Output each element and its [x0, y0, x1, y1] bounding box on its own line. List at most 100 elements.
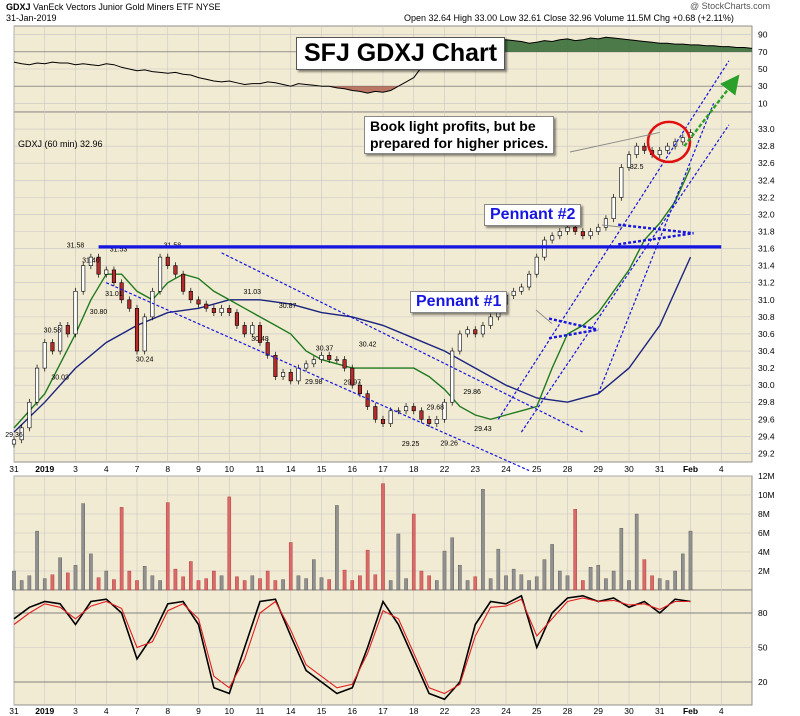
- candle-body: [573, 226, 578, 232]
- candle-body: [603, 218, 608, 228]
- candle-body: [234, 312, 239, 326]
- price-label: 29.68: [427, 404, 445, 411]
- exchange: NYSE: [195, 2, 221, 12]
- price-label: 32.5: [630, 164, 644, 171]
- candle-body: [188, 290, 193, 301]
- volume-bar: [127, 570, 132, 591]
- candle-body: [419, 410, 424, 420]
- x-tick-label-bottom: 28: [563, 706, 573, 716]
- volume-bar: [227, 496, 232, 591]
- volume-bar: [688, 530, 693, 591]
- x-tick-label-price: 16: [348, 464, 358, 474]
- volume-bar: [496, 548, 501, 591]
- volume-bar: [481, 489, 485, 591]
- note-leader-line: [569, 132, 660, 153]
- candle-body: [42, 342, 47, 369]
- x-tick-label-price: 28: [563, 464, 573, 474]
- candle-body: [27, 401, 32, 429]
- chart-title: SFJ GDXJ Chart: [296, 37, 506, 70]
- volume-bar: [312, 559, 316, 591]
- volume-bar: [158, 580, 162, 591]
- candle-body: [634, 145, 639, 155]
- price-y-tick-label: 32.2: [758, 192, 775, 202]
- x-tick-label-bottom: 4: [104, 706, 109, 716]
- volume-bar: [504, 575, 508, 591]
- x-tick-label-bottom: 7: [135, 706, 140, 716]
- volume-bar: [89, 553, 93, 591]
- price-label: 30.80: [90, 309, 108, 316]
- volume-bar: [450, 537, 454, 591]
- x-tick-label-price: 10: [225, 464, 235, 474]
- x-tick-label-price: 3: [73, 464, 78, 474]
- volume-bar: [588, 567, 593, 591]
- price-y-tick-label: 33.0: [758, 124, 775, 134]
- x-tick-label-bottom: 15: [317, 706, 327, 716]
- volume-bar: [112, 579, 116, 591]
- stoch-d-line: [13, 597, 691, 695]
- x-tick-label-bottom: 4: [719, 706, 724, 716]
- candle-body: [619, 167, 624, 198]
- candle-body: [527, 273, 532, 288]
- candle-body: [288, 372, 293, 382]
- candle-body: [388, 410, 393, 424]
- volume-bar: [96, 577, 101, 591]
- pennant-2-lower: [618, 232, 694, 246]
- price-y-tick-label: 31.8: [758, 227, 775, 237]
- candle-body: [104, 269, 109, 275]
- header-line1: GDXJ VanEck Vectors Junior Gold Miners E…: [6, 2, 220, 12]
- price-y-tick-label: 31.4: [758, 261, 775, 271]
- candle-body: [165, 256, 170, 266]
- price-y-tick-label: 29.2: [758, 448, 775, 458]
- volume-bar: [273, 580, 278, 591]
- candle-body: [35, 367, 40, 403]
- pennant-1-upper: [548, 317, 599, 331]
- x-tick-label-bottom: 17: [378, 706, 388, 716]
- price-label: 31.01: [105, 291, 123, 298]
- x-tick-label-price: 29: [594, 464, 604, 474]
- volume-bar: [604, 578, 608, 591]
- volume-bar: [50, 574, 55, 591]
- uptrend-mid-line: [597, 103, 715, 394]
- candle-body: [357, 384, 362, 395]
- candle-body: [304, 363, 309, 369]
- candle-body: [626, 154, 632, 168]
- candle-body: [242, 325, 247, 335]
- price-label: 31.40: [82, 258, 100, 265]
- volume-bar: [181, 576, 185, 591]
- volume-bar: [81, 503, 85, 591]
- rsi-y-tick-label: 70: [758, 47, 768, 57]
- volume-bar: [35, 530, 39, 591]
- price-y-tick-label: 32.8: [758, 141, 775, 151]
- candle-body: [327, 354, 332, 360]
- highlight-circle: [646, 120, 692, 164]
- volume-bar: [12, 570, 16, 591]
- x-tick-label-bottom: 30: [624, 706, 634, 716]
- note-line-2: prepared for higher prices.: [370, 135, 549, 151]
- candle-body: [396, 410, 401, 413]
- x-tick-label-bottom: 14: [286, 706, 296, 716]
- price-y-tick-label: 30.4: [758, 346, 775, 356]
- candle-body: [542, 239, 547, 258]
- x-tick-label-price: 17: [378, 464, 388, 474]
- price-legend: GDXJ (60 min) 32.96: [18, 139, 103, 149]
- candle-body: [404, 406, 409, 412]
- volume-y-tick-label: 2M: [758, 566, 770, 576]
- x-tick-label-bottom: 2019: [35, 706, 54, 716]
- volume-bar: [488, 578, 493, 591]
- candle-body: [281, 372, 286, 377]
- candle-body: [134, 308, 140, 352]
- price-y-tick-label: 32.4: [758, 175, 775, 185]
- x-tick-label-bottom: 10: [225, 706, 235, 716]
- candle-body: [450, 350, 455, 403]
- volume-bar: [573, 509, 577, 591]
- volume-bar: [204, 578, 208, 591]
- price-y-tick-label: 32.0: [758, 209, 775, 219]
- volume-bar: [265, 570, 270, 591]
- candle-body: [565, 226, 570, 232]
- candle-body: [273, 354, 278, 377]
- rsi-panel: [13, 36, 753, 94]
- x-tick-label-bottom: 22: [440, 706, 450, 716]
- x-tick-label-bottom: 23: [471, 706, 481, 716]
- volume-bar: [42, 578, 47, 591]
